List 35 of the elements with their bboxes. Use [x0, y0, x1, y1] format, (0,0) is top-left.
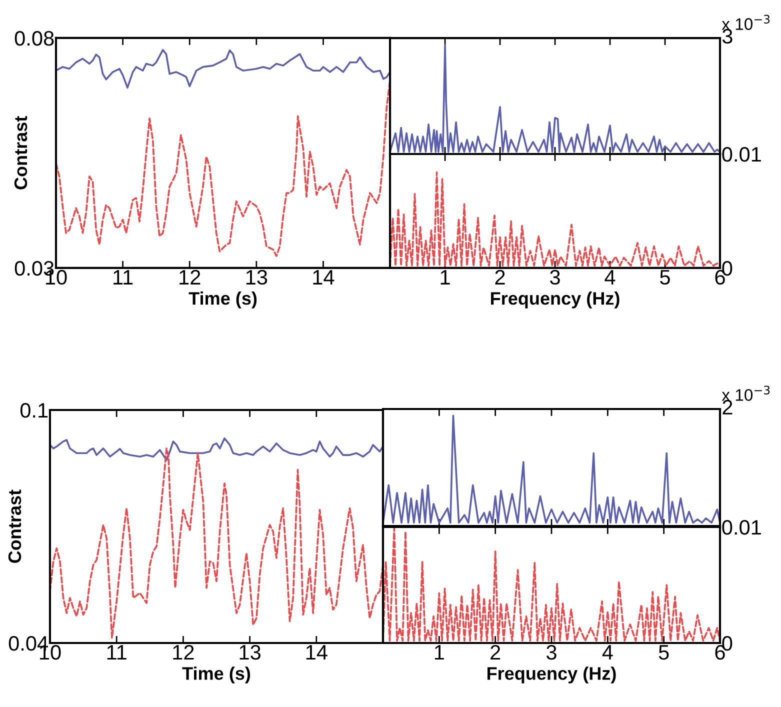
- y-axis-title: Contrast: [14, 116, 28, 190]
- x-tick-label: 5: [658, 645, 669, 660]
- x-tick-label: 11: [114, 270, 133, 284]
- x-tick-label: 14: [313, 270, 334, 284]
- y-tick-label: 0.01: [722, 520, 761, 535]
- x-tick-label: 13: [240, 644, 260, 660]
- x-axis-title: Frequency (Hz): [491, 292, 620, 308]
- y-tick-label: 0.08: [14, 30, 54, 46]
- x-tick-label: 12: [180, 270, 200, 284]
- text: x 10$^{−3}$: [722, 386, 770, 401]
- text: 3: [722, 28, 732, 44]
- y-axis-title: Contrast: [8, 490, 22, 563]
- x-axis-title: Time (s): [188, 292, 257, 308]
- x-tick-label: 4: [602, 645, 613, 660]
- x-tick-label: 2: [490, 644, 500, 660]
- x-tick-label: 5: [660, 270, 670, 285]
- x-tick-label: 13: [246, 270, 268, 285]
- x-tick-label: 11: [107, 645, 126, 660]
- x-tick-label: 3: [546, 644, 556, 660]
- text: x 10$^{−3}$: [722, 14, 770, 30]
- x-tick-label: 4: [604, 270, 616, 284]
- x-tick-label: 3: [550, 270, 560, 285]
- line-series: [50, 437, 383, 461]
- y-tick-label: 0.01: [722, 146, 761, 162]
- x-axis-title: Frequency (Hz): [488, 666, 616, 684]
- x-tick-label: 1: [434, 645, 444, 660]
- x-tick-label: 12: [173, 644, 194, 660]
- line-series: [50, 448, 383, 639]
- x-tick-label: 14: [306, 645, 328, 660]
- text: 2: [722, 400, 732, 414]
- x-tick-label: 2: [495, 270, 505, 284]
- line-series: [56, 49, 390, 89]
- x-tick-label: 1: [440, 270, 450, 284]
- y-tick-label: 0.1: [20, 402, 48, 418]
- x-axis-title: Time (s): [182, 666, 250, 684]
